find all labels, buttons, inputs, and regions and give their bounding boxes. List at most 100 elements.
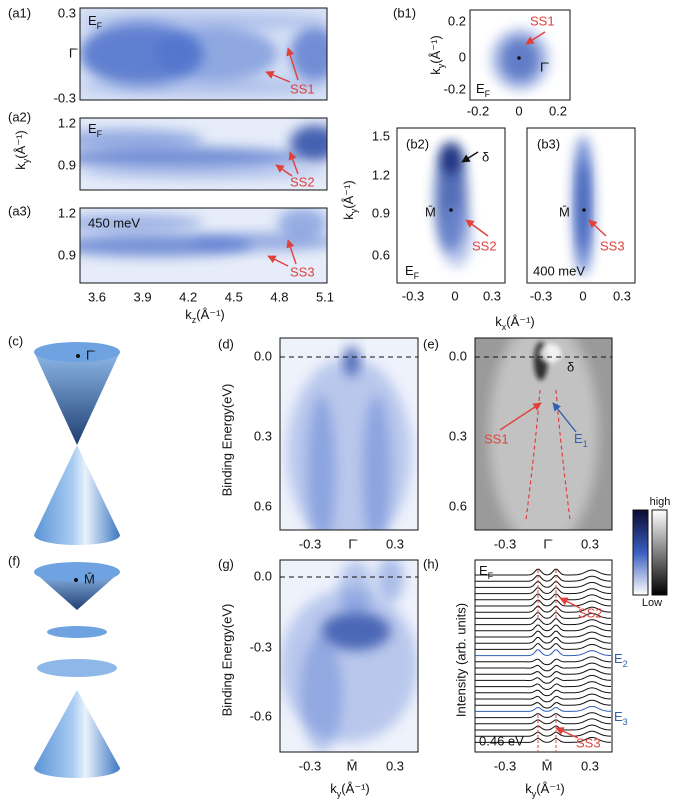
x-tick-label: -0.3 (530, 288, 552, 303)
text-main: E (574, 431, 583, 446)
text-main: E (88, 13, 97, 28)
energy-label: 400 meV (533, 263, 585, 278)
x-tick-label: M̄ (542, 758, 553, 773)
intensity-blob (301, 637, 342, 752)
x-tick-label: 0.3 (613, 288, 631, 303)
cone (34, 352, 120, 445)
y-tick-label: 1.2 (58, 115, 76, 130)
text-main: E (88, 121, 97, 136)
y-axis-label: ky(Å⁻¹) (428, 35, 446, 75)
text-unit: (Å⁻¹) (506, 314, 535, 329)
text-unit: (Å⁻¹) (341, 180, 356, 209)
intensity-blob (287, 357, 411, 549)
intensity-map (280, 556, 418, 752)
energy-label: 450 meV (88, 215, 140, 230)
x-axis-label: kz(Å⁻¹) (185, 307, 225, 325)
annotation: E3 (614, 709, 628, 727)
colorbar-label: high (650, 496, 671, 508)
annotation: E2 (614, 651, 628, 669)
panel-label: (e) (423, 336, 439, 351)
intensity-blob (440, 144, 462, 175)
x-tick-label: -0.3 (494, 536, 516, 551)
y-tick-label: -0.2 (444, 81, 466, 96)
intensity-blob (80, 13, 327, 31)
x-axis-label: ky(Å⁻¹) (525, 781, 565, 799)
point-label: M̄ (84, 571, 95, 586)
annotation: SS2 (290, 174, 315, 189)
annotation: SS1 (290, 81, 315, 96)
x-axis-label: kx(Å⁻¹) (495, 314, 535, 332)
x-tick-label: 3.6 (88, 289, 106, 304)
x-tick-label: -0.2 (467, 103, 489, 118)
y-tick-label: 0.6 (254, 498, 272, 513)
intensity-blob (55, 129, 203, 151)
y-tick-label: -0.3 (250, 639, 272, 654)
intensity-blob (363, 396, 391, 550)
y-tick-label: 0.9 (372, 205, 390, 220)
energy-label: 0.46 eV (479, 733, 524, 748)
text-main: E (614, 651, 623, 666)
text-sub: 2 (623, 659, 628, 669)
y-tick-label: 0.9 (58, 157, 76, 172)
y-tick-label: 0.6 (372, 247, 390, 262)
y-axis-label: ky(Å⁻¹) (341, 180, 359, 220)
x-tick-label: M̄ (347, 758, 358, 773)
y-tick-label: -0.3 (54, 90, 76, 105)
x-tick-label: Γ̄ (543, 536, 552, 551)
y-axis-label: Binding Energy(eV) (219, 604, 234, 717)
intensity-blob (278, 208, 327, 238)
text-sub: 3 (623, 717, 628, 727)
intensity-map (470, 10, 570, 100)
annotation: SS3 (290, 264, 315, 279)
text-unit: (Å⁻¹) (428, 35, 443, 64)
annotation: δ (482, 149, 489, 164)
x-tick-label: 0.3 (483, 288, 501, 303)
point-label: M̄ (559, 204, 570, 219)
annotation: SS2 (578, 605, 603, 620)
intensity-blob (345, 346, 359, 377)
text-sub: F (97, 129, 103, 139)
y-tick-label: 0.6 (449, 498, 467, 513)
point-label: M̄ (425, 204, 436, 219)
panel-label: (b2) (406, 136, 429, 151)
intensity-blob (290, 125, 339, 161)
annotation: SS1 (484, 431, 509, 446)
y-tick-label: 0.0 (254, 568, 272, 583)
text-unit: (Å⁻¹) (536, 781, 565, 796)
text-main: E (614, 709, 623, 724)
y-tick-label: 1.2 (58, 205, 76, 220)
intensity-blob (290, 26, 339, 81)
text-unit: (Å⁻¹) (196, 307, 225, 322)
x-tick-label: 5.1 (316, 289, 334, 304)
intensity-blob (191, 233, 339, 251)
x-tick-label: 0.3 (386, 536, 404, 551)
colorbar (652, 510, 667, 595)
cone-rim (34, 342, 120, 362)
text-main: E (479, 563, 488, 578)
x-tick-label: 4.5 (225, 289, 243, 304)
y-tick-label: 1.5 (372, 128, 390, 143)
x-tick-label: -0.3 (299, 536, 321, 551)
text-sub: F (97, 21, 103, 31)
band-disk (37, 659, 117, 677)
y-tick-label: 0.0 (449, 348, 467, 363)
intensity-blob (539, 344, 561, 363)
y-tick-label: 0.0 (254, 348, 272, 363)
figure: (a1)0.3Γ̄-0.3EFSS1(a2)1.20.9EFSS2(a3)1.2… (0, 0, 674, 806)
x-tick-label: -0.3 (299, 758, 321, 773)
panel-label: (a2) (8, 109, 31, 124)
panel-label: (a3) (8, 203, 31, 218)
text-sub: F (485, 89, 491, 99)
cone (34, 690, 120, 778)
x-tick-label: 0 (515, 103, 522, 118)
y-tick-label: 1.2 (372, 167, 390, 182)
x-tick-label: 0 (451, 288, 458, 303)
x-tick-label: 0.3 (581, 536, 599, 551)
text-main: E (405, 263, 414, 278)
band-disk (47, 626, 107, 638)
annotation: SS3 (576, 735, 601, 750)
y-tick-label: 0.9 (58, 247, 76, 262)
y-tick-label: 0.3 (254, 428, 272, 443)
x-axis-label: ky(Å⁻¹) (330, 781, 370, 799)
x-tick-label: 0.2 (549, 103, 567, 118)
